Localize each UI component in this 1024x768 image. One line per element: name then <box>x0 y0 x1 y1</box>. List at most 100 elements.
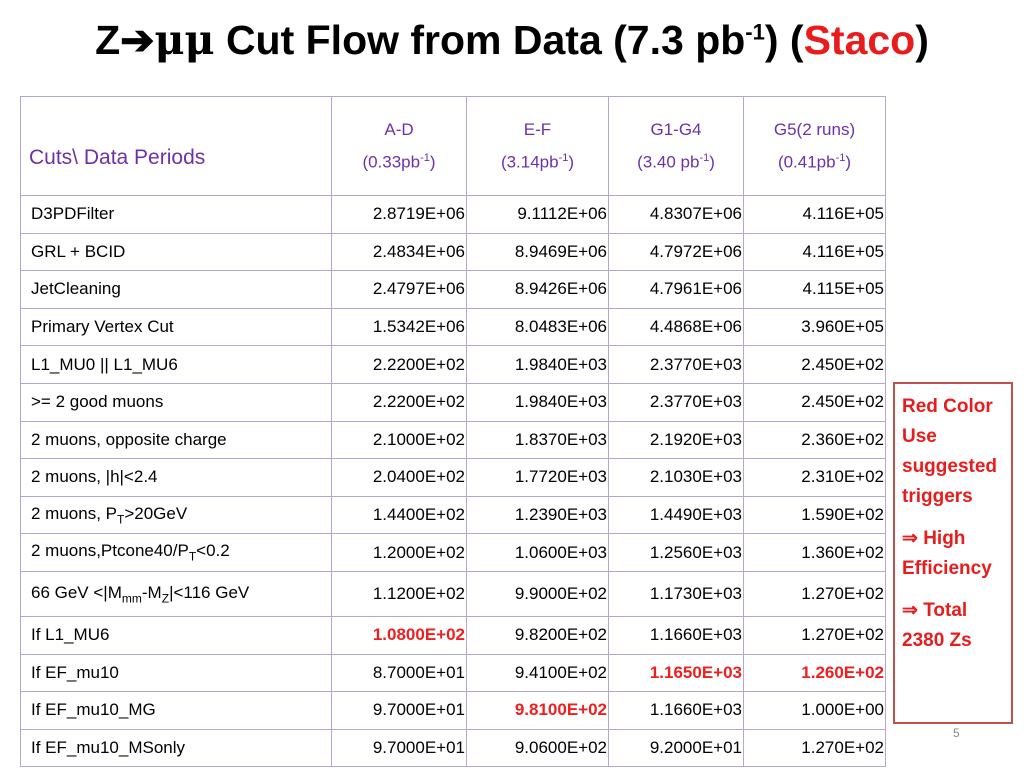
cell-value: 1.1200E+02 <box>331 570 467 617</box>
cell-value: 2.3770E+03 <box>608 382 744 422</box>
title-z: Z <box>95 17 121 63</box>
cell-value: 1.270E+02 <box>743 728 886 768</box>
cell-value: 1.2560E+03 <box>608 533 744 572</box>
row-label: If EF_mu10_MSonly <box>20 728 332 768</box>
cell-value: 2.450E+02 <box>743 382 886 422</box>
cell-value: 1.590E+02 <box>743 495 886 535</box>
cell-value: 2.3770E+03 <box>608 345 744 384</box>
table-row: Primary Vertex Cut 1.5342E+06 8.0483E+06… <box>20 307 886 347</box>
cell-value: 9.2000E+01 <box>608 728 744 768</box>
cell-value: 1.270E+02 <box>743 615 886 655</box>
cell-value: 1.4490E+03 <box>608 495 744 535</box>
table-row: >= 2 good muons 2.2200E+02 1.9840E+03 2.… <box>20 382 886 422</box>
cell-value: 2.8719E+06 <box>331 195 467 234</box>
table-row: 2 muons,Ptcone40/PT<0.2 1.2000E+02 1.060… <box>20 533 886 572</box>
table-row: If EF_mu10_MSonly 9.7000E+01 9.0600E+02 … <box>20 728 886 768</box>
cell-value: 1.2390E+03 <box>466 495 609 535</box>
cell-value: 2.0400E+02 <box>331 458 467 497</box>
arrow-icon: ➔ <box>120 17 155 63</box>
cell-value: 8.9426E+06 <box>466 270 609 309</box>
cell-value: 1.270E+02 <box>743 570 886 617</box>
note-line-1: Red Color Use suggested triggers <box>902 396 998 507</box>
table-row: L1_MU0 || L1_MU6 2.2200E+02 1.9840E+03 2… <box>20 345 886 384</box>
corner-header: Cuts\ Data Periods <box>20 96 332 196</box>
cell-value: 2.2200E+02 <box>331 345 467 384</box>
cell-value: 1.9840E+03 <box>466 382 609 422</box>
title-paren-open: ) ( <box>764 17 804 63</box>
cell-value: 1.360E+02 <box>743 533 886 572</box>
cell-value: 2.360E+02 <box>743 420 886 460</box>
table-row: If EF_mu10_MG 9.7000E+01 9.8100E+02 1.16… <box>20 691 886 730</box>
table-row: 2 muons, |h|<2.4 2.0400E+02 1.7720E+03 2… <box>20 458 886 497</box>
cell-value: 9.9000E+02 <box>466 570 609 617</box>
note-line-3: ⇒ Total 2380 Zs <box>902 600 972 651</box>
cell-value: 1.0600E+03 <box>466 533 609 572</box>
title-main: Cut Flow from Data (7.3 pb <box>214 17 746 63</box>
row-label: 66 GeV <|Mmm-MZ|<116 GeV <box>20 570 332 617</box>
row-label: 2 muons, PT>20GeV <box>20 495 332 535</box>
table-row: GRL + BCID 2.4834E+06 8.9469E+06 4.7972E… <box>20 232 886 272</box>
cell-value: 1.1660E+03 <box>608 615 744 655</box>
cell-value: 1.5342E+06 <box>331 307 467 347</box>
cell-value-highlight: 1.0800E+02 <box>331 615 467 655</box>
row-label: GRL + BCID <box>20 232 332 272</box>
row-label: If EF_mu10_MG <box>20 691 332 730</box>
table-row: If EF_mu10 8.7000E+01 9.4100E+02 1.1650E… <box>20 653 886 693</box>
cell-value: 2.310E+02 <box>743 458 886 497</box>
cell-value-highlight: 1.1650E+03 <box>608 653 744 693</box>
row-label: If L1_MU6 <box>20 615 332 655</box>
cell-value: 4.7972E+06 <box>608 232 744 272</box>
column-header-e-f: E-F (3.14pb-1) <box>466 96 609 196</box>
row-label: >= 2 good muons <box>20 382 332 422</box>
row-label: 2 muons, |h|<2.4 <box>20 458 332 497</box>
cell-value: 9.8200E+02 <box>466 615 609 655</box>
cell-value: 1.000E+00 <box>743 691 886 730</box>
cell-value: 9.0600E+02 <box>466 728 609 768</box>
cell-value: 8.0483E+06 <box>466 307 609 347</box>
table-row: 2 muons, opposite charge 2.1000E+02 1.83… <box>20 420 886 460</box>
column-header-g1-g4: G1-G4 (3.40 pb-1) <box>608 96 744 196</box>
table-row: 66 GeV <|Mmm-MZ|<116 GeV 1.1200E+02 9.90… <box>20 570 886 617</box>
note-line-2: ⇒ High Efficiency <box>902 528 992 579</box>
page-number: 5 <box>953 726 960 740</box>
row-label: JetCleaning <box>20 270 332 309</box>
cell-value: 2.1030E+03 <box>608 458 744 497</box>
cell-value: 4.7961E+06 <box>608 270 744 309</box>
cell-value: 1.1730E+03 <box>608 570 744 617</box>
cell-value-highlight: 1.260E+02 <box>743 653 886 693</box>
row-label: 2 muons, opposite charge <box>20 420 332 460</box>
column-header-a-d: A-D (0.33pb-1) <box>331 96 467 196</box>
trigger-note-box: Red Color Use suggested triggers ⇒ High … <box>893 382 1013 724</box>
cell-value: 2.4797E+06 <box>331 270 467 309</box>
cell-value: 2.2200E+02 <box>331 382 467 422</box>
cell-value: 9.1112E+06 <box>466 195 609 234</box>
cell-value: 4.8307E+06 <box>608 195 744 234</box>
cell-value: 9.7000E+01 <box>331 728 467 768</box>
cell-value: 1.2000E+02 <box>331 533 467 572</box>
row-label: L1_MU0 || L1_MU6 <box>20 345 332 384</box>
title-mumu: μμ <box>154 16 215 64</box>
cell-value: 1.9840E+03 <box>466 345 609 384</box>
row-label: If EF_mu10 <box>20 653 332 693</box>
cell-value: 4.116E+05 <box>743 232 886 272</box>
table-row: D3PDFilter 2.8719E+06 9.1112E+06 4.8307E… <box>20 195 886 234</box>
title-paren-close: ) <box>915 17 929 63</box>
cut-flow-table: Cuts\ Data Periods A-D (0.33pb-1) E-F (3… <box>20 96 886 768</box>
cell-value: 4.115E+05 <box>743 270 886 309</box>
cell-value: 1.4400E+02 <box>331 495 467 535</box>
cell-value: 1.8370E+03 <box>466 420 609 460</box>
cell-value: 1.7720E+03 <box>466 458 609 497</box>
table-row: 2 muons, PT>20GeV 1.4400E+02 1.2390E+03 … <box>20 495 886 535</box>
cell-value-highlight: 9.8100E+02 <box>466 691 609 730</box>
cell-value: 3.960E+05 <box>743 307 886 347</box>
table-row: JetCleaning 2.4797E+06 8.9426E+06 4.7961… <box>20 270 886 309</box>
cell-value: 9.4100E+02 <box>466 653 609 693</box>
cell-value: 1.1660E+03 <box>608 691 744 730</box>
row-label: 2 muons,Ptcone40/PT<0.2 <box>20 533 332 572</box>
cell-value: 2.1000E+02 <box>331 420 467 460</box>
cell-value: 4.4868E+06 <box>608 307 744 347</box>
table-row: If L1_MU6 1.0800E+02 9.8200E+02 1.1660E+… <box>20 615 886 655</box>
cell-value: 2.4834E+06 <box>331 232 467 272</box>
title-sup: -1 <box>745 19 765 45</box>
row-label: D3PDFilter <box>20 195 332 234</box>
